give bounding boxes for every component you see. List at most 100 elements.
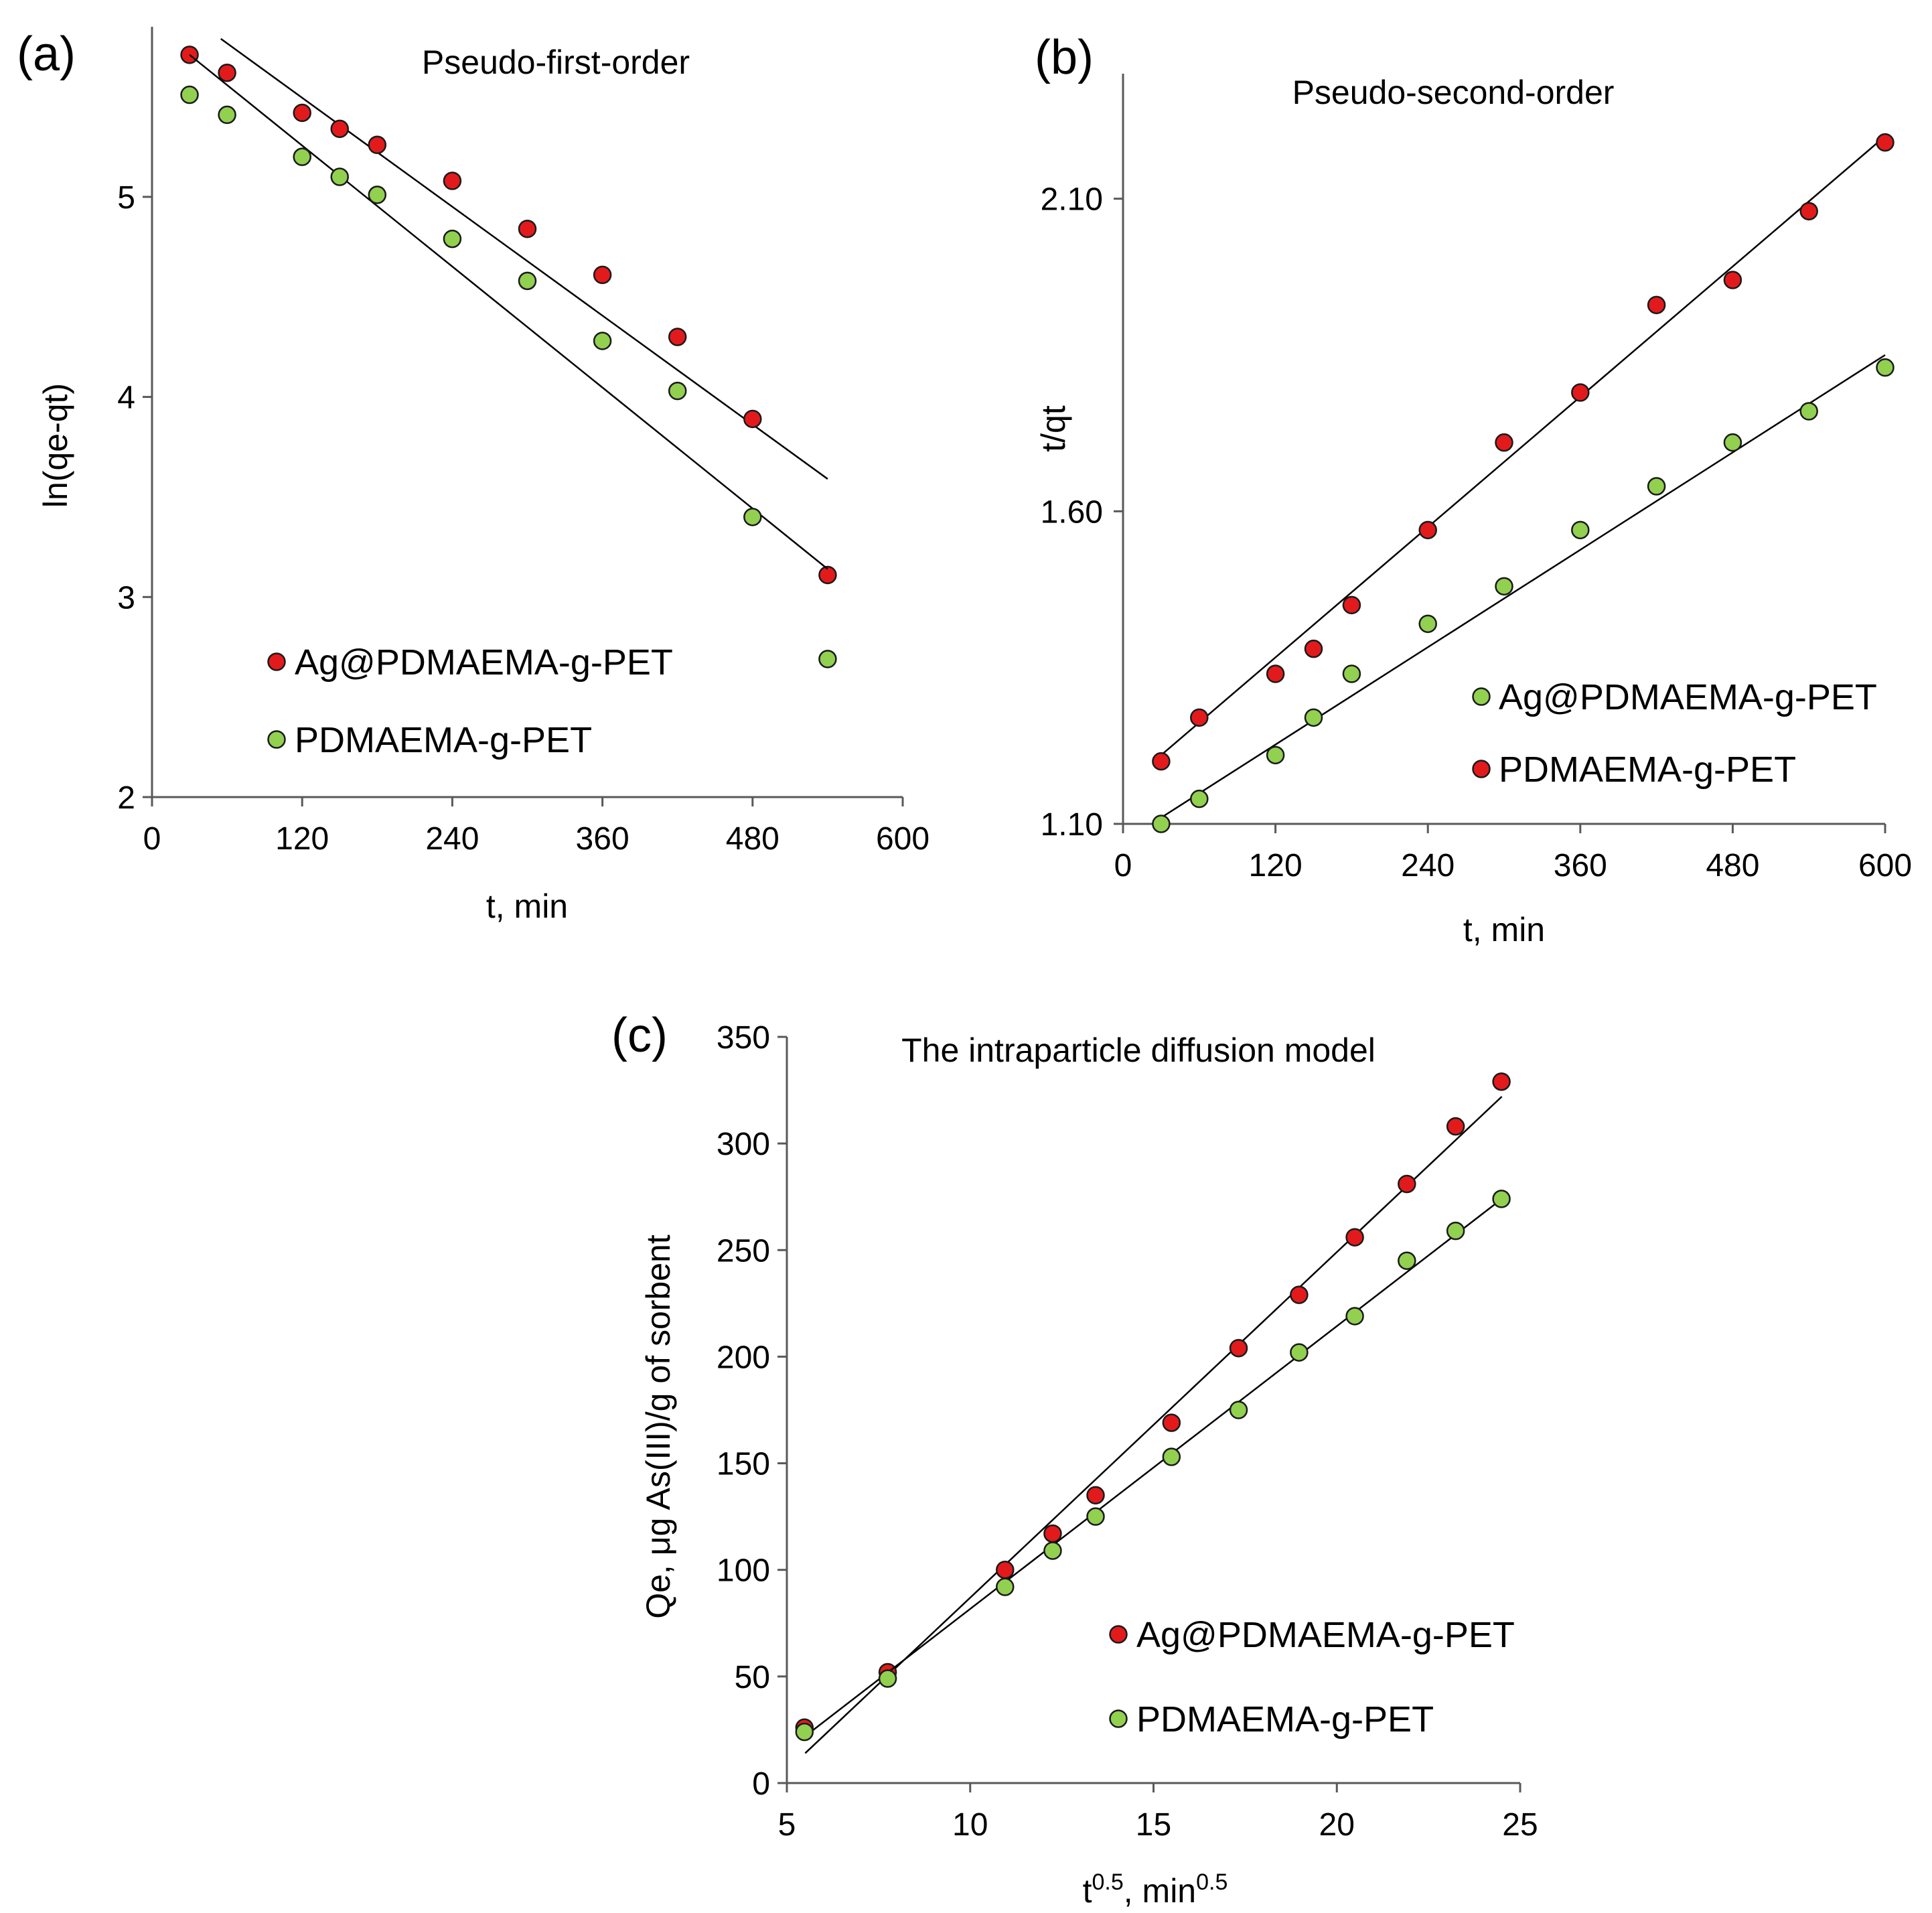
y-tick-label: 1.60 [1041,494,1103,530]
chart-title: The intraparticle diffusion model [901,1032,1376,1069]
data-point [1162,1413,1181,1432]
x-tick-label: 25 [1502,1807,1538,1843]
data-point [180,85,199,104]
x-tick-label: 240 [1401,848,1455,883]
legend-marker [1472,760,1491,778]
data-point [218,63,236,82]
data-point [1571,383,1590,402]
chart-title: Pseudo-first-order [422,44,690,81]
x-tick-label: 10 [952,1807,988,1843]
data-point [443,171,462,190]
data-point [1446,1117,1465,1136]
data-point [1723,271,1742,289]
data-point [1446,1221,1465,1241]
data-point [1152,752,1171,771]
data-point [1190,789,1209,808]
legend-label: Ag@PDMAEMA-g-PET [295,642,673,683]
series-ag-pdmaema-g-pet [795,1072,1511,1754]
data-point [1304,708,1323,727]
data-point [1043,1524,1062,1543]
data-point [1229,1401,1248,1419]
y-tick-label: 2 [117,780,135,816]
x-tick-label: 0 [143,821,161,857]
x-tick-label: 360 [576,821,629,857]
y-tick-label: 2.10 [1041,182,1103,218]
data-point [1266,664,1285,683]
y-axis-label: ln(qe-qt) [37,383,74,508]
y-tick-label: 100 [717,1553,770,1589]
x-tick-label: 480 [1706,848,1759,883]
data-point [1571,520,1590,540]
data-point [368,186,387,204]
series-pdmaema-g-pet [180,54,837,668]
y-axis-label: t/qt [1035,405,1072,452]
data-point [1266,746,1285,765]
y-tick-label: 0 [752,1766,770,1802]
data-point [1086,1486,1105,1505]
data-point [1418,614,1437,634]
data-point [1342,664,1361,683]
trend-line [220,38,828,480]
panel-label: (c) [611,1009,668,1062]
trend-line [1161,135,1886,756]
data-point [1492,1072,1511,1091]
legend-label: Ag@PDMAEMA-g-PET [1136,1615,1515,1655]
data-point [330,119,349,139]
x-tick-label: 120 [1249,848,1303,883]
data-point [818,565,837,585]
data-point [518,219,537,238]
chart-panel-a: 0 120 240 360 480 600 2 3 4 5 (a) Pseudo-first-orde… [17,27,930,925]
data-point [1799,402,1818,421]
trend-line [804,1198,1503,1737]
data-point [1647,477,1666,496]
y-tick-label: 5 [117,180,135,216]
trend-line [189,54,828,570]
data-point [1723,433,1742,452]
legend-marker [1472,687,1491,706]
data-point [1342,595,1361,615]
data-point [1492,1190,1511,1208]
legend-label: PDMAEMA-g-PET [1136,1699,1434,1740]
data-point [443,229,462,249]
legend-marker [1109,1625,1128,1644]
data-point [1290,1285,1309,1304]
data-point [1398,1251,1416,1270]
x-tick-label: 0 [1114,848,1132,883]
data-point [1152,814,1171,833]
series-pdmaema-g-pet [795,1190,1511,1742]
data-point [1876,358,1894,377]
data-point [1229,1338,1248,1358]
trend-line [804,1096,1503,1754]
data-point [1345,1307,1364,1326]
x-axis-label: t, min [486,888,568,925]
y-tick-label: 300 [717,1127,770,1162]
x-tick-label: 240 [425,821,479,857]
x-tick-label: 480 [726,821,779,857]
data-point [368,135,387,154]
x-tick-label: 20 [1319,1807,1355,1843]
data-point [1799,202,1818,221]
panel-label: (a) [17,27,76,81]
x-axis-label: t0.5, min0.5 [1083,1869,1228,1910]
y-tick-label: 250 [717,1233,770,1269]
data-point [996,1560,1015,1579]
series-ag-pdmaema-g-pet [1152,354,1894,833]
y-axis-label: Qe, μg As(III)/g of sorbent [640,1234,677,1619]
data-point [1398,1174,1416,1194]
y-tick-label: 1.10 [1041,807,1103,843]
data-point [996,1577,1015,1596]
data-point [1190,708,1209,727]
y-tick-label: 50 [735,1660,770,1695]
y-tick-label: 4 [117,380,135,416]
chart-title: Pseudo-second-order [1292,74,1615,111]
x-tick-label: 600 [1858,848,1912,883]
data-point [218,105,236,125]
x-axis-label-part: , min [1124,1872,1196,1910]
x-axis-label: t, min [1463,911,1545,948]
x-tick-label: 15 [1136,1807,1171,1843]
legend-label: PDMAEMA-g-PET [295,720,592,760]
x-tick-label: 120 [275,821,329,857]
data-point [818,650,837,668]
data-point [593,332,612,350]
